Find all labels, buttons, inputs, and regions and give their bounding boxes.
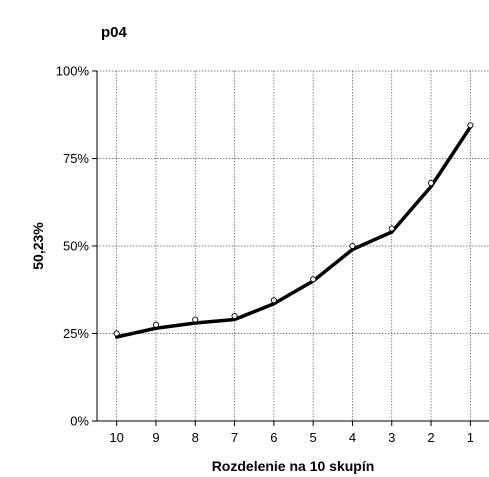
x-tick-label: 1 [467, 430, 474, 445]
data-point [192, 316, 199, 323]
x-tick-label: 10 [109, 430, 123, 445]
x-tick-label: 2 [427, 430, 434, 445]
y-tick-label: 75% [63, 151, 89, 166]
data-point [113, 330, 120, 337]
x-axis-title: Rozdelenie na 10 skupín [212, 458, 375, 474]
y-tick-label: 25% [63, 326, 89, 341]
x-tick-label: 8 [192, 430, 199, 445]
data-point [467, 122, 474, 129]
chart-title: p04 [101, 24, 128, 41]
y-ticks: 0% 25% 50% 75% 100% [56, 64, 97, 429]
x-tick-label: 6 [270, 430, 277, 445]
x-tick-label: 7 [231, 430, 238, 445]
y-tick-label: 100% [56, 64, 90, 79]
y-tick-label: 50% [63, 239, 89, 254]
x-tick-label: 4 [349, 430, 356, 445]
x-ticks: 10 9 8 7 6 5 4 3 2 1 [109, 421, 474, 445]
x-tick-label: 3 [388, 430, 395, 445]
data-point [152, 321, 159, 328]
data-point [349, 242, 356, 250]
series [113, 122, 474, 339]
data-point [270, 297, 277, 304]
x-tick-label: 9 [152, 430, 159, 445]
y-tick-label: 0% [70, 414, 89, 429]
series-line [114, 125, 473, 339]
data-point [427, 179, 435, 187]
y-axis-title: 50,23% [30, 222, 46, 270]
data-point [231, 312, 238, 320]
grid [97, 70, 489, 422]
x-tick-label: 5 [310, 430, 317, 445]
data-point [388, 225, 395, 232]
data-point [310, 276, 317, 283]
